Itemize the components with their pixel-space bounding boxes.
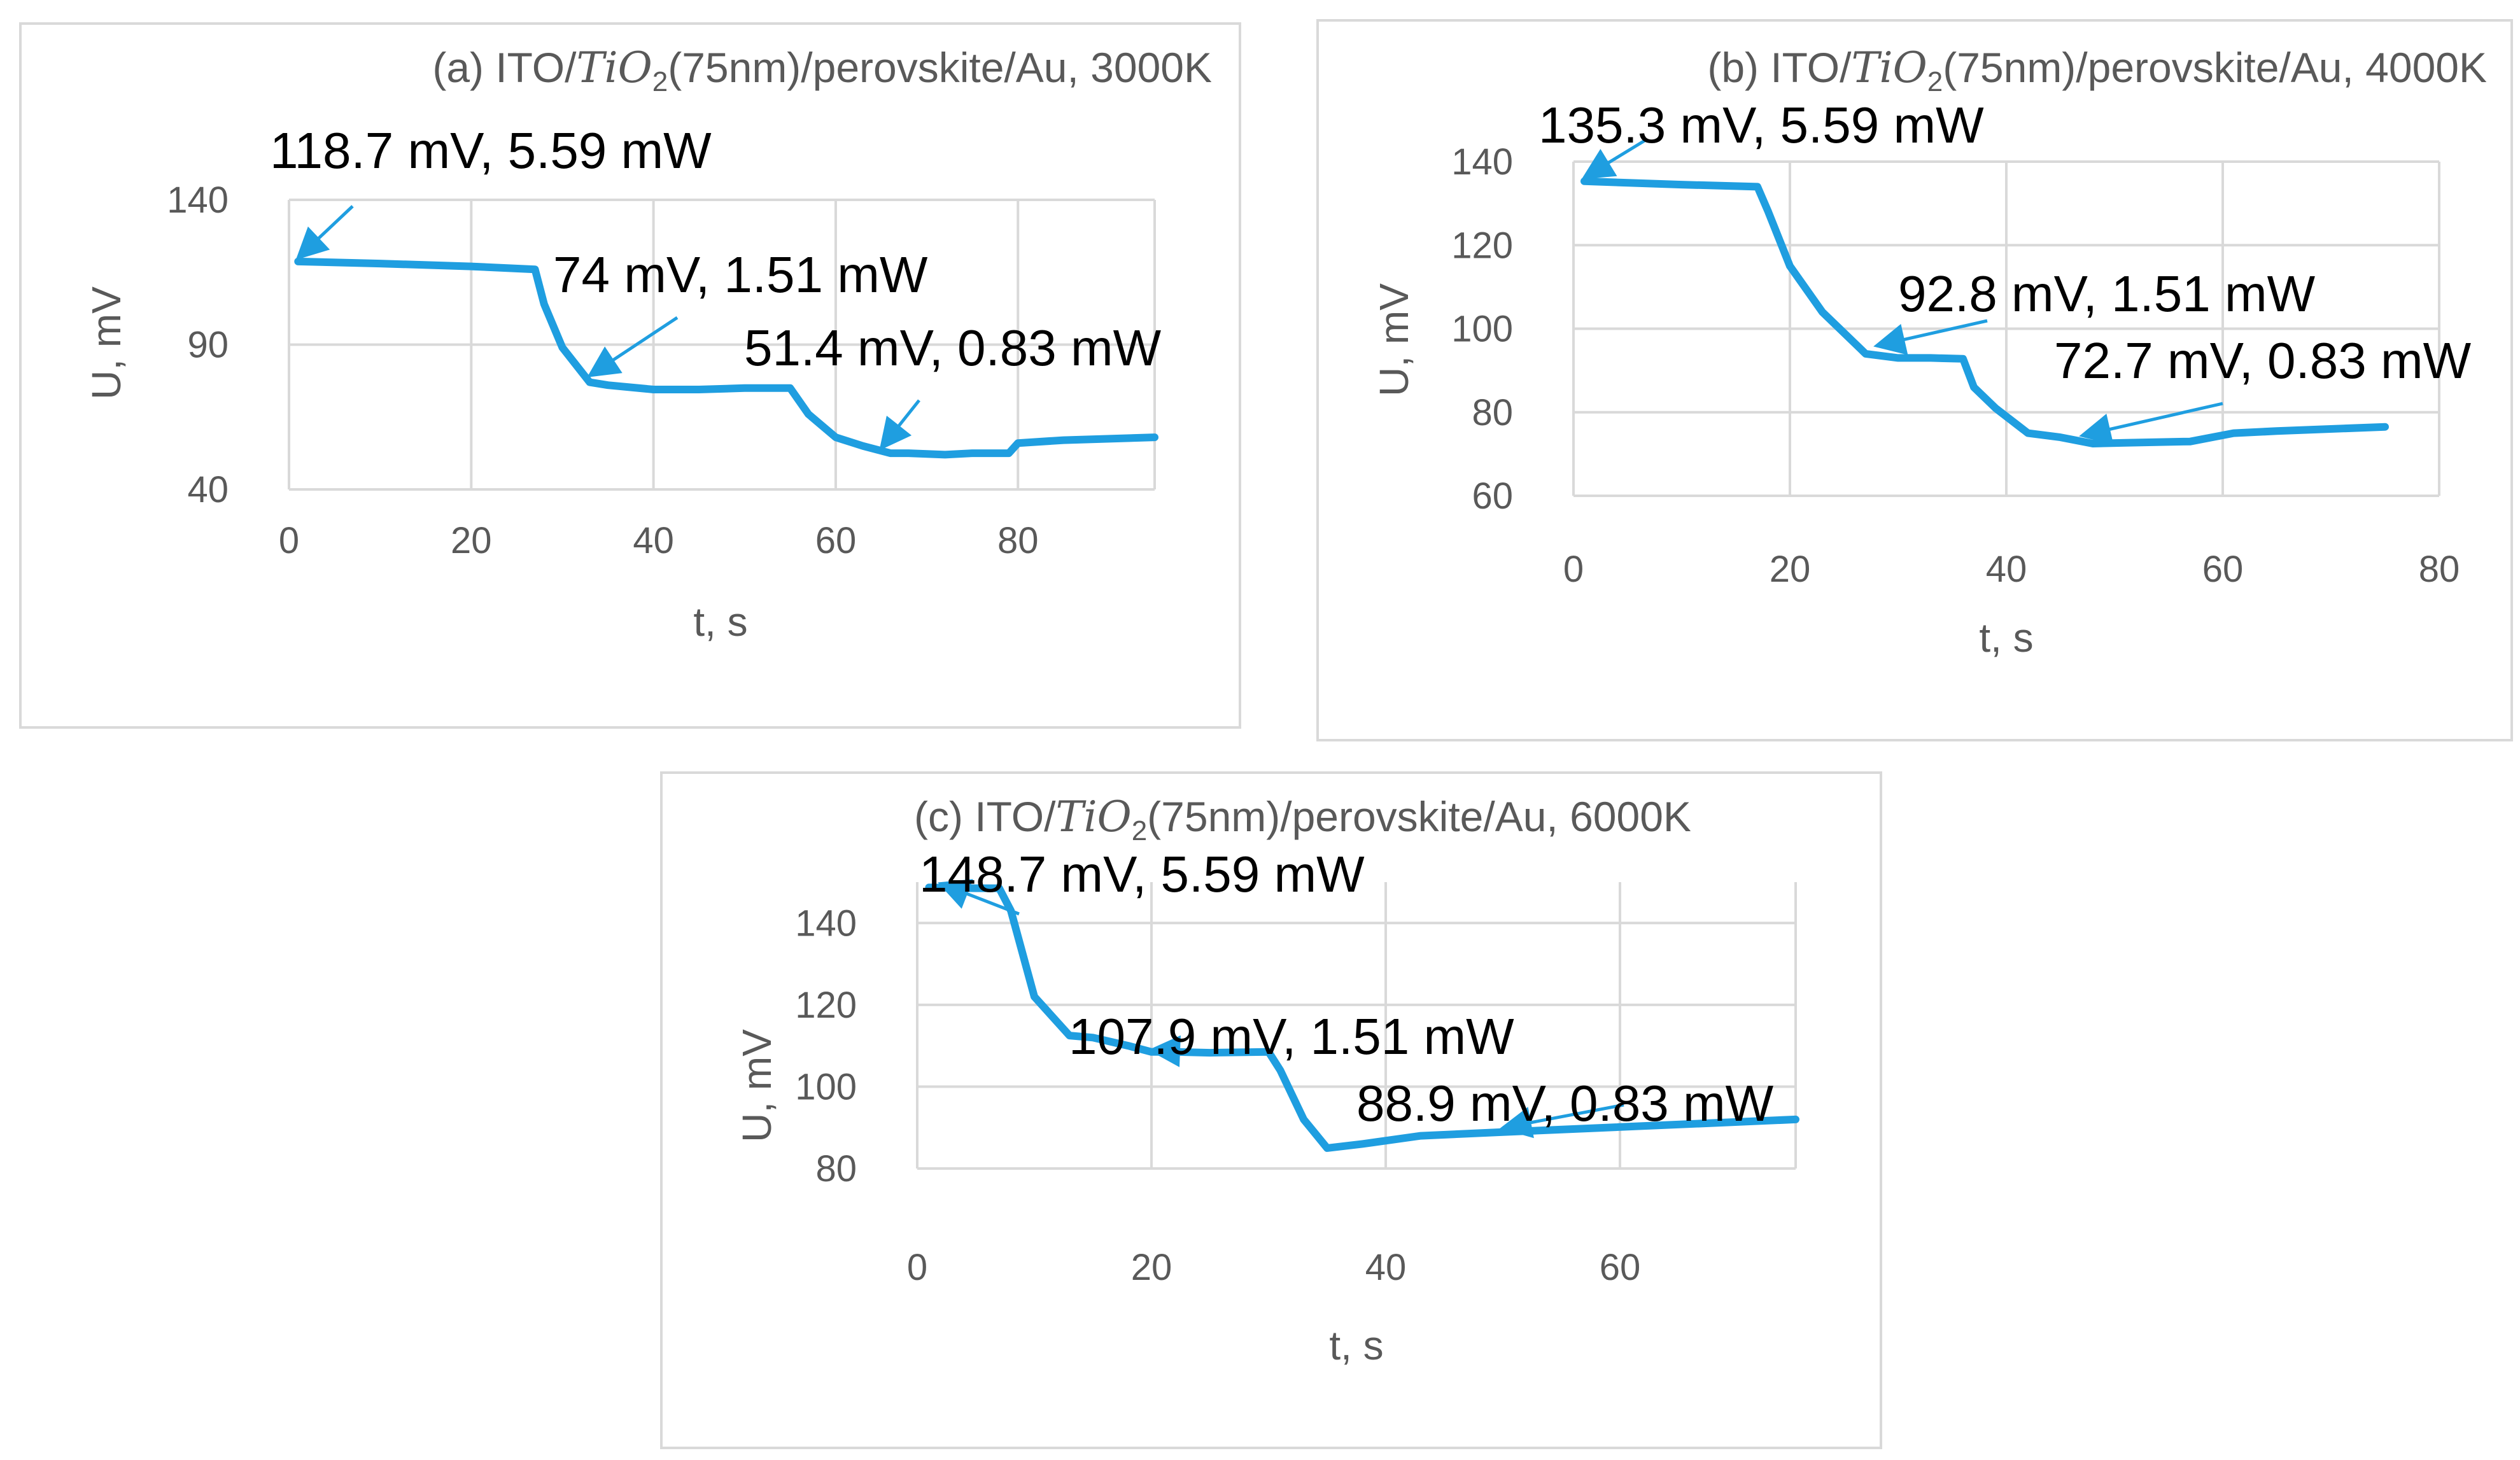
annotation-label: 118.7 mV, 5.59 mW — [270, 122, 712, 179]
annotation-label: 88.9 mV, 0.83 mW — [1356, 1075, 1774, 1132]
x-tick-label: 20 — [1770, 549, 1811, 590]
chart-title: (b) ITO/TiO2(75nm)/perovskite/Au, 4000K — [1707, 43, 2487, 97]
x-tick-label: 60 — [815, 520, 857, 561]
annotation-label: 107.9 mV, 1.51 mW — [1069, 1008, 1514, 1065]
x-tick-label: 40 — [1365, 1247, 1407, 1288]
chart-title: (a) ITO/TiO2(75nm)/perovskite/Au, 3000K — [432, 43, 1212, 97]
series-line — [1580, 177, 2389, 447]
x-tick-label: 60 — [2202, 549, 2244, 590]
x-tick-label: 0 — [1563, 549, 1584, 590]
chart-panel-a: 40 90 140 0 20 40 60 80 (a) ITO/TiO2(75nm)/perov… — [19, 22, 1241, 729]
y-tick-label: 140 — [1451, 141, 1513, 183]
y-axis-label: U, mV — [734, 1029, 780, 1142]
y-tick-label: 90 — [187, 325, 229, 366]
chart-panel-b: 60 80 100 120 140 0 20 40 60 80 (b) ITO/TiO2(75nm)… — [1316, 19, 2513, 741]
y-tick-label: 120 — [795, 985, 857, 1026]
chart-title: (c) ITO/TiO2(75nm)/perovskite/Au, 6000K — [914, 792, 1691, 846]
annotation-label: 51.4 mV, 0.83 mW — [744, 319, 1162, 376]
annotation-label: 148.7 mV, 5.59 mW — [919, 846, 1365, 902]
annotation-arrow — [587, 316, 679, 377]
y-tick-label: 60 — [1472, 475, 1513, 517]
y-axis-label: U, mV — [83, 286, 129, 400]
y-tick-label: 140 — [795, 902, 857, 944]
annotation-arrow — [879, 399, 920, 451]
annotation-arrow — [2079, 402, 2223, 445]
x-tick-label: 0 — [907, 1247, 927, 1288]
chart-b: 60 80 100 120 140 0 20 40 60 80 (b) ITO/TiO2(75nm)… — [1371, 43, 2487, 661]
annotation-label: 72.7 mV, 0.83 mW — [2054, 332, 2472, 389]
x-tick-label: 0 — [279, 520, 299, 561]
annotation-label: 135.3 mV, 5.59 mW — [1538, 97, 1984, 153]
annotation-arrow — [1581, 137, 1648, 179]
series-line — [294, 257, 1158, 459]
annotation-arrow — [938, 879, 1020, 916]
chart-a: 40 90 140 0 20 40 60 80 (a) ITO/TiO2(75nm)/perov… — [83, 43, 1212, 645]
chart-c: 80 100 120 140 0 20 40 60 (c) ITO/TiO2(75nm)/per… — [734, 792, 1799, 1368]
x-tick-label: 20 — [451, 520, 492, 561]
y-tick-label: 100 — [795, 1066, 857, 1107]
chart-panel-c: 80 100 120 140 0 20 40 60 (c) ITO/TiO2(75nm)/per… — [660, 771, 1882, 1449]
annotation-arrow — [295, 205, 354, 260]
annotation-label: 92.8 mV, 1.51 mW — [1898, 265, 2316, 322]
x-tick-label: 60 — [1600, 1247, 1641, 1288]
annotation-arrow — [1148, 1035, 1249, 1067]
x-tick-label: 80 — [2419, 549, 2460, 590]
annotation-arrow — [1873, 319, 1988, 355]
y-axis-label: U, mV — [1371, 283, 1417, 397]
x-axis-label: t, s — [693, 599, 747, 645]
x-tick-label: 20 — [1131, 1247, 1172, 1288]
y-tick-label: 140 — [167, 179, 229, 221]
x-tick-label: 80 — [997, 520, 1039, 561]
y-tick-label: 120 — [1451, 225, 1513, 266]
x-axis-label: t, s — [1979, 615, 2033, 661]
x-tick-label: 40 — [633, 520, 674, 561]
annotation-label: 74 mV, 1.51 mW — [553, 246, 928, 303]
y-tick-label: 80 — [815, 1148, 857, 1190]
y-tick-label: 100 — [1451, 309, 1513, 350]
y-tick-label: 80 — [1472, 392, 1513, 433]
x-axis-label: t, s — [1329, 1323, 1383, 1368]
y-tick-label: 40 — [187, 469, 229, 510]
x-tick-label: 40 — [1986, 549, 2027, 590]
annotation-arrow — [1500, 1103, 1624, 1139]
